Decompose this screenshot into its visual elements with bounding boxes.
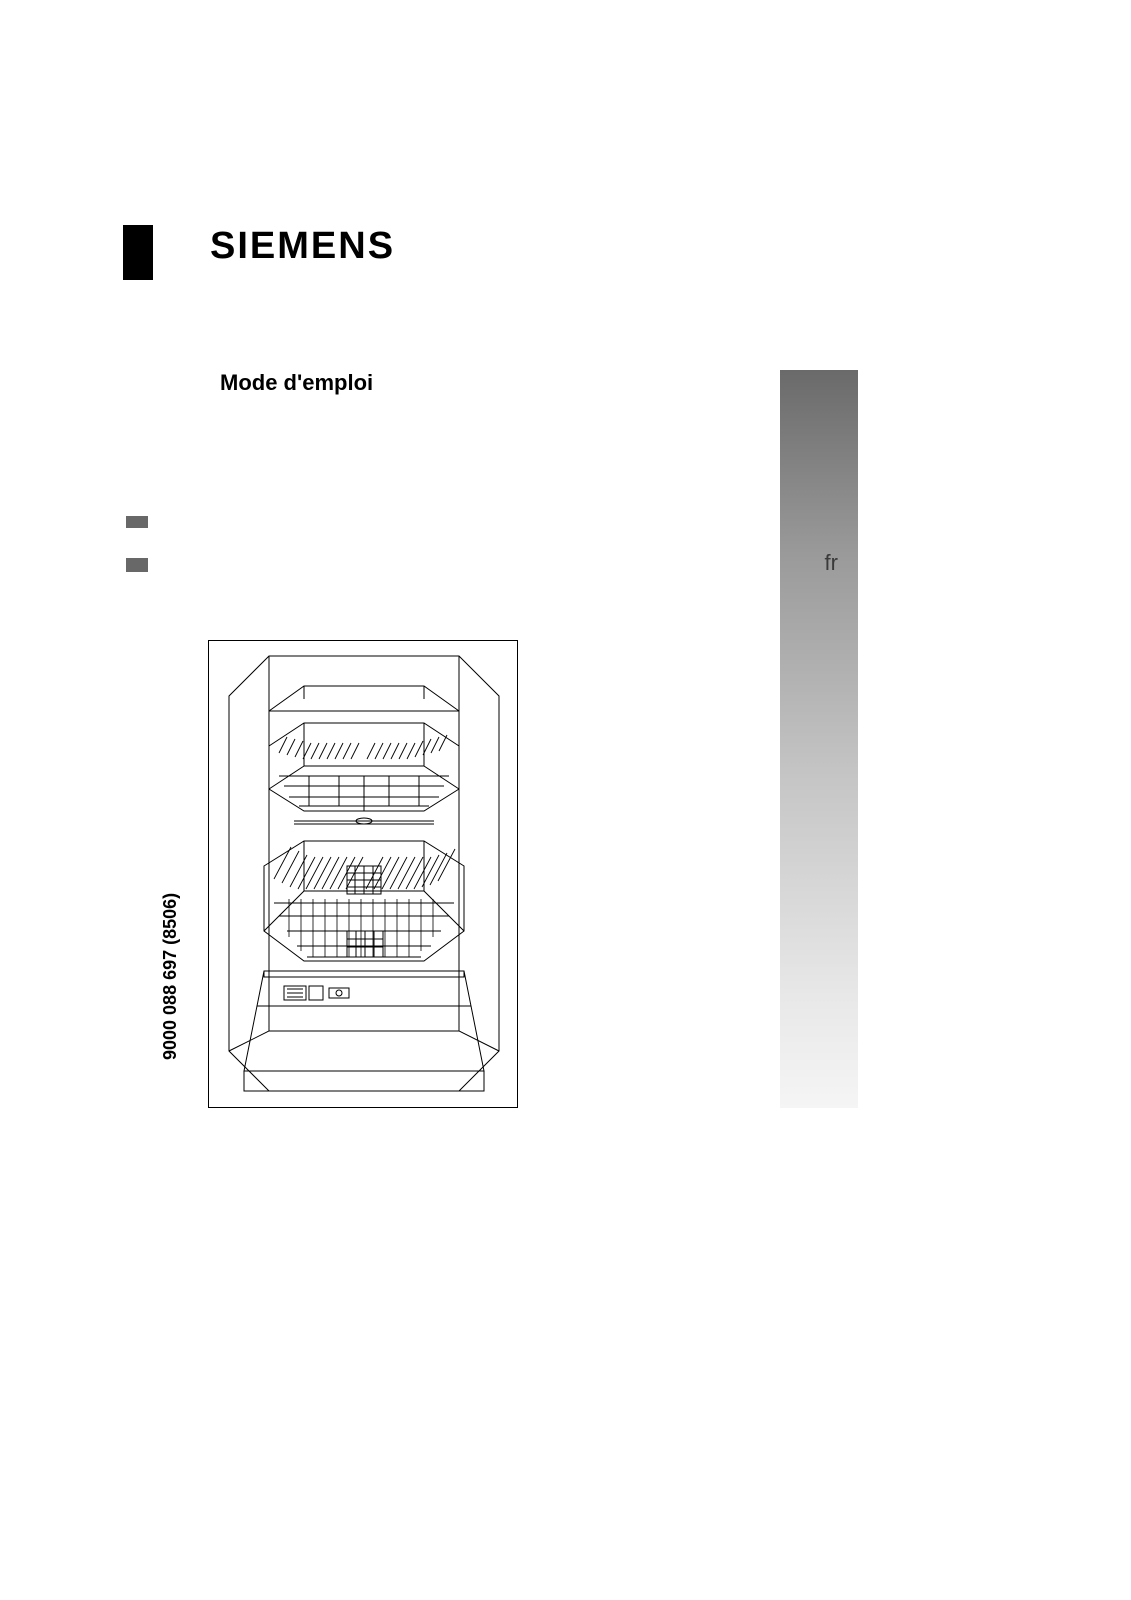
dishwasher-illustration: [208, 640, 518, 1108]
side-gradient-bar: [780, 370, 858, 1108]
language-code: fr: [825, 550, 838, 576]
brand-logo-block: [123, 225, 153, 280]
brand-name: SIEMENS: [210, 225, 395, 268]
decorative-block-2: [126, 558, 148, 572]
reference-code: 9000 088 697 (8506): [160, 893, 181, 1060]
decorative-block-1: [126, 516, 148, 528]
document-title: Mode d'emploi: [220, 370, 373, 396]
